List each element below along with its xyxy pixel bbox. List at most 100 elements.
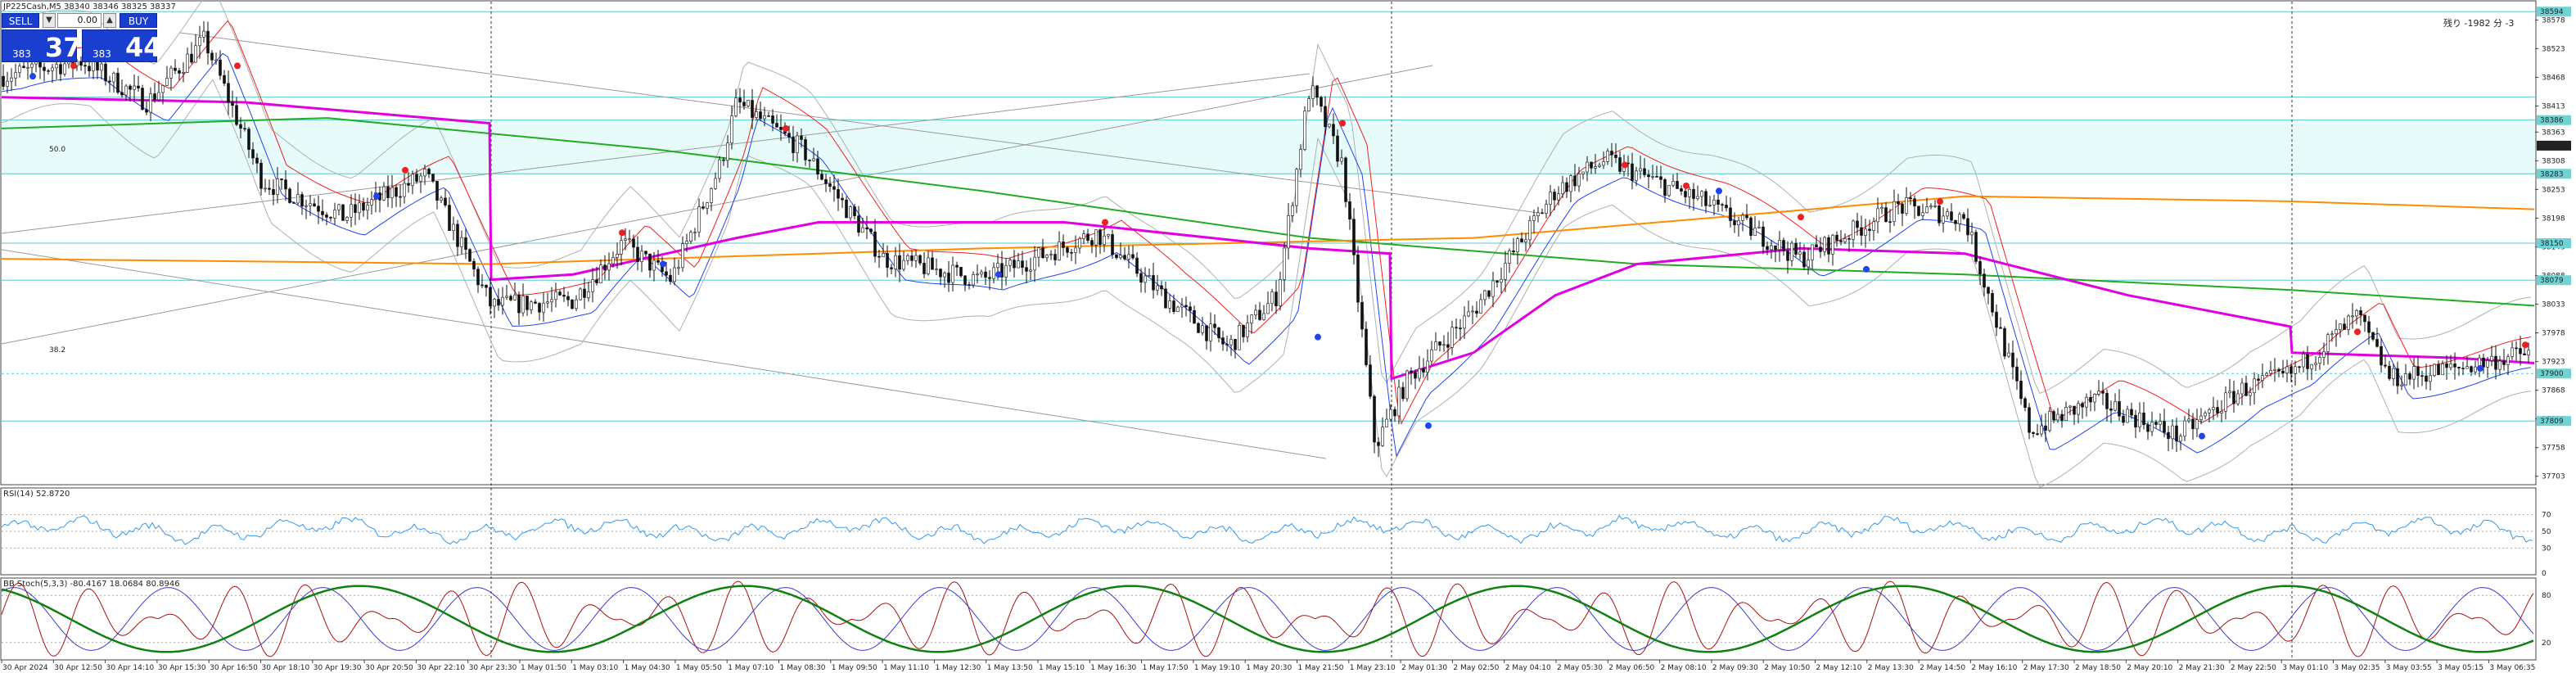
candle-body	[2502, 360, 2506, 365]
candle-body	[804, 139, 807, 160]
rsi-line	[1, 514, 2533, 545]
candle-body	[1205, 325, 1208, 341]
candle-body	[2040, 425, 2043, 435]
volume-down-arrow-icon[interactable]: ▼	[43, 13, 56, 28]
candle-body	[665, 271, 668, 276]
price-tick-label: 38578	[2542, 16, 2565, 25]
one-click-trade-panel: SELL ▼ 0.00 ▲ BUY 383 37 383 44	[2, 13, 162, 64]
candle-body	[1671, 181, 1675, 186]
candle-body	[1242, 324, 1245, 337]
candle-body	[2367, 321, 2371, 333]
candle-body	[587, 291, 590, 298]
candle-body	[1479, 299, 1482, 314]
candle-body	[1303, 111, 1306, 150]
candle-body	[276, 178, 279, 195]
candle-body	[1082, 233, 1085, 239]
price-tick-label: 37868	[2542, 387, 2565, 395]
time-tick-label: 1 May 07:10	[728, 664, 774, 672]
candle-body	[1193, 309, 1196, 324]
candle-body	[2228, 391, 2231, 394]
candle-body	[714, 178, 717, 189]
candle-body	[2011, 352, 2014, 368]
candle-body	[972, 274, 975, 286]
candle-body	[2470, 366, 2473, 373]
candle-body	[1254, 309, 1257, 316]
candle-body	[951, 264, 954, 283]
candle-body	[976, 273, 979, 276]
candle-body	[2359, 310, 2362, 316]
candle-body	[112, 72, 115, 83]
candle-body	[2044, 425, 2047, 431]
buy-price-pips: 44	[125, 32, 162, 63]
candle-body	[472, 260, 476, 270]
sell-signal-dot	[402, 166, 408, 174]
sell-price-button[interactable]: 383 37	[2, 29, 82, 63]
candle-body	[395, 187, 398, 197]
candle-body	[1496, 280, 1499, 283]
candle-body	[1045, 255, 1049, 259]
sell-button[interactable]: SELL	[2, 13, 39, 28]
time-tick-label: 2 May 22:50	[2231, 664, 2276, 672]
candle-body	[464, 237, 467, 250]
candle-body	[313, 203, 316, 207]
candle-body	[480, 284, 484, 287]
candle-body	[886, 253, 889, 269]
volume-input[interactable]: 0.00	[57, 13, 102, 28]
candle-body	[354, 204, 357, 213]
candle-body	[2425, 375, 2428, 382]
candle-body	[251, 149, 255, 159]
candle-body	[1074, 247, 1077, 253]
candle-body	[607, 263, 611, 271]
buy-price-button[interactable]: 383 44	[82, 29, 162, 63]
candle-body	[444, 197, 447, 206]
candle-body	[542, 302, 545, 313]
candle-body	[726, 142, 729, 161]
stoch-panel[interactable]	[0, 577, 2537, 661]
candle-body	[169, 67, 173, 79]
candle-body	[1389, 409, 1392, 420]
candle-body	[399, 196, 402, 198]
candle-body	[2437, 364, 2440, 376]
candle-body	[2322, 351, 2326, 358]
candle-body	[575, 299, 578, 309]
candle-body	[1897, 201, 1900, 205]
candle-body	[603, 264, 607, 271]
candle-body	[2212, 407, 2215, 410]
candle-body	[1262, 313, 1265, 320]
candle-body	[235, 105, 238, 125]
candle-body	[1757, 226, 1761, 228]
candle-body	[2269, 370, 2272, 374]
candle-body	[820, 174, 823, 180]
candle-body	[1008, 260, 1012, 266]
candle-body	[1340, 157, 1343, 162]
candle-body	[775, 123, 778, 128]
candle-body	[1021, 260, 1024, 269]
candle-body	[2019, 381, 2023, 400]
candle-body	[1152, 275, 1155, 291]
buy-signal-dot	[373, 192, 380, 200]
candle-body	[219, 59, 222, 76]
candle-body	[2109, 409, 2113, 411]
buy-button[interactable]: BUY	[120, 13, 157, 28]
candle-body	[100, 63, 103, 71]
time-tick-label: 2 May 13:30	[1868, 664, 1914, 672]
candle-body	[1197, 323, 1200, 333]
sell-signal-dot	[70, 62, 77, 70]
candle-body	[1344, 157, 1347, 202]
candle-body	[710, 188, 713, 203]
time-tick-label: 3 May 05:15	[2438, 664, 2484, 672]
ma-red-line	[1, 20, 2532, 425]
time-tick-label: 1 May 15:10	[1039, 664, 1085, 672]
candle-body	[1635, 170, 1638, 181]
candle-body	[1983, 273, 1986, 288]
candle-body	[624, 238, 627, 241]
volume-up-arrow-icon[interactable]: ▲	[103, 13, 116, 28]
candle-body	[1238, 324, 1241, 350]
price-axis: 38578 38523 38468 38413 38363 38308 38253 38198…	[2535, 7, 2571, 481]
candle-body	[1168, 300, 1171, 309]
time-tick-label: 2 May 18:50	[2075, 664, 2121, 672]
candle-body	[2375, 339, 2379, 347]
candle-body	[1430, 349, 1433, 362]
candle-body	[268, 187, 271, 190]
